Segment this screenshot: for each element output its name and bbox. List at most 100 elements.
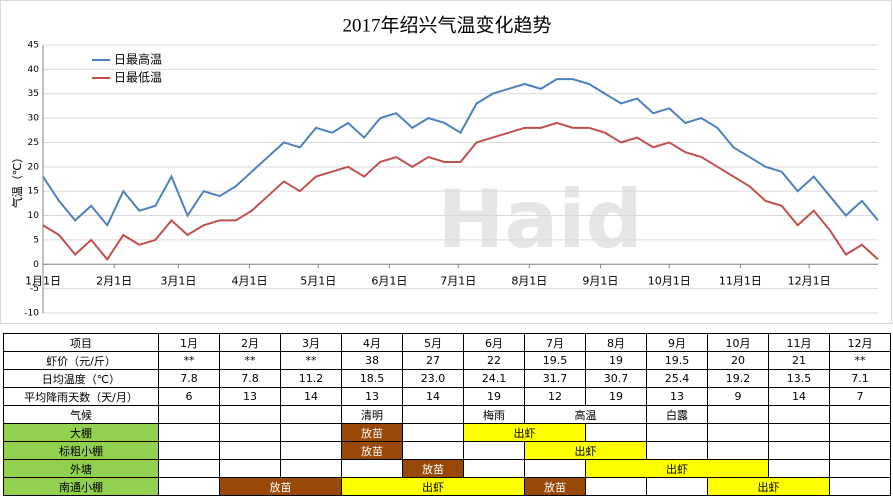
legend-label: 日最高温 [114,52,162,67]
empty-cell [219,441,281,460]
x-tick-label: 5月1日 [300,274,336,287]
table-cell: 13 [646,387,708,406]
y-tick-label: -5 [30,284,39,294]
y-tick-label: 40 [28,65,40,75]
table-cell: ** [158,351,220,370]
schedule-segment: 梅雨 [463,405,525,424]
table-cell: 31.7 [524,369,586,388]
empty-cell [158,459,220,478]
empty-cell [280,405,342,424]
table-cell: 19.5 [524,351,586,370]
table-cell: 日均温度（℃） [3,369,159,388]
table-cell: 7.8 [219,369,281,388]
empty-cell [707,441,769,460]
header-cell: 1月 [158,333,220,352]
table-cell: 23.0 [402,369,464,388]
empty-cell [280,423,342,442]
y-tick-label: -10 [24,309,39,319]
line-series [42,78,879,228]
empty-cell [768,405,830,424]
header-cell: 10月 [707,333,769,352]
y-tick-label: 45 [28,41,39,51]
x-tick-label: 9月1日 [582,274,618,287]
empty-cell [402,441,464,460]
table-cell: 7.8 [158,369,220,388]
empty-cell [768,423,830,442]
table-cell: 14 [768,387,830,406]
empty-cell [585,477,647,496]
header-cell: 6月 [463,333,525,352]
table-cell: 13.5 [768,369,830,388]
empty-cell [829,459,891,478]
schedule-segment: 出虾 [707,477,830,496]
schedule-segment: 放苗 [341,441,403,460]
x-tick-label: 4月1日 [231,274,267,287]
empty-cell [402,405,464,424]
table-cell: ** [829,351,891,370]
x-tick-label: 3月1日 [160,274,196,287]
x-tick-label: 6月1日 [371,274,407,287]
empty-cell [463,441,525,460]
x-tick-label: 1月1日 [25,274,61,287]
header-cell: 2月 [219,333,281,352]
y-tick-label: 0 [33,260,39,270]
header-cell: 项目 [3,333,159,352]
schedule-segment: 出虾 [341,477,525,496]
x-tick-label: 7月1日 [440,274,476,287]
table-cell: 14 [402,387,464,406]
schedule-segment: 放苗 [341,423,403,442]
schedule-segment: 出虾 [524,441,647,460]
row-label: 大棚 [3,423,159,442]
legend-label: 日最低温 [114,71,162,85]
empty-cell [219,405,281,424]
table-row: 外塘 放苗 出虾 [3,459,891,478]
table-cell: 19.5 [646,351,708,370]
table-cell: 25.4 [646,369,708,388]
table-row: 标粗小棚 放苗 出虾 [3,441,891,460]
empty-cell [707,405,769,424]
header-cell: 7月 [524,333,586,352]
empty-cell [158,405,220,424]
row-label: 标粗小棚 [3,441,159,460]
schedule-segment: 放苗 [219,477,342,496]
table-cell: 22 [463,351,525,370]
table-cell: 12 [524,387,586,406]
empty-cell [219,459,281,478]
empty-cell [158,441,220,460]
schedule-table: 项目 1月 2月 3月 4月 5月 6月 7月 8月 9月 10月 11月 12月 虾价（元/斤） ** **… [3,333,891,496]
table-cell: 13 [341,387,403,406]
y-tick-label: 30 [28,114,40,124]
empty-cell [829,423,891,442]
table-row: 虾价（元/斤） ** ** ** 38 27 22 19.5 19 19.5 20 21 ** [3,351,891,370]
table-cell: 7.1 [829,369,891,388]
y-tick-label: 20 [28,162,40,172]
table-row: 气候 清明 梅雨 高温 白露 [3,405,891,424]
schedule-segment: 出虾 [585,459,769,478]
table-cell: 38 [341,351,403,370]
empty-cell [280,441,342,460]
table-cell: 27 [402,351,464,370]
table-cell: 虾价（元/斤） [3,351,159,370]
empty-cell [829,405,891,424]
table-cell: 13 [219,387,281,406]
table-row: 南通小棚 放苗 出虾 放苗 出虾 [3,477,891,496]
empty-cell [524,459,586,478]
table-cell: 19 [585,351,647,370]
y-axis-label: 气温（℃） [10,152,24,208]
table-cell: ** [280,351,342,370]
line-series [42,121,879,262]
schedule-segment: 放苗 [524,477,586,496]
table-row: 项目 1月 2月 3月 4月 5月 6月 7月 8月 9月 10月 11月 12月 [3,333,891,352]
schedule-segment: 清明 [341,405,403,424]
schedule-segment: 放苗 [402,459,464,478]
header-cell: 8月 [585,333,647,352]
empty-cell [341,459,403,478]
empty-cell [646,441,708,460]
x-tick-label: 8月1日 [511,274,547,287]
header-cell: 12月 [829,333,891,352]
header-cell: 11月 [768,333,830,352]
row-label: 南通小棚 [3,477,159,496]
empty-cell [280,459,342,478]
table-cell: 19 [463,387,525,406]
